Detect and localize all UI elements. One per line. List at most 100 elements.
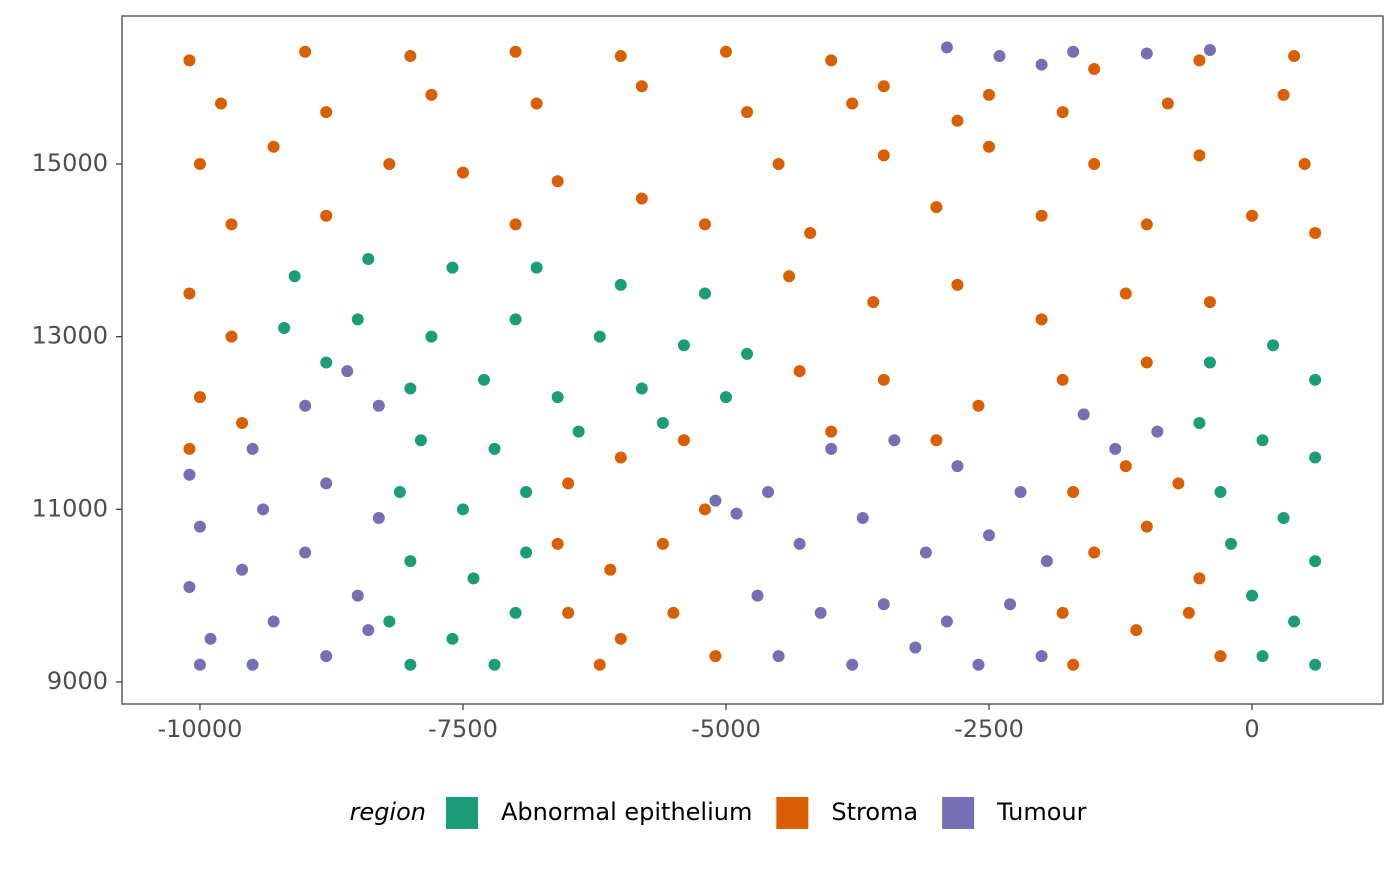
plot-panel xyxy=(121,15,1384,705)
point xyxy=(604,563,617,576)
point xyxy=(1161,97,1174,110)
point xyxy=(1119,460,1132,473)
legend: region Abnormal epithelium Stroma Tumour xyxy=(350,797,1087,829)
point xyxy=(825,442,838,455)
point xyxy=(1193,149,1206,162)
point xyxy=(225,218,238,231)
point xyxy=(1309,555,1322,568)
point xyxy=(372,511,385,524)
point xyxy=(1077,408,1090,421)
point xyxy=(814,606,827,619)
point xyxy=(1067,486,1080,499)
point xyxy=(193,391,206,404)
point xyxy=(267,140,280,153)
point xyxy=(983,88,996,101)
legend-swatch xyxy=(446,797,478,829)
point xyxy=(804,227,817,240)
point xyxy=(446,261,459,274)
point xyxy=(635,192,648,205)
point xyxy=(719,45,732,58)
point xyxy=(856,511,869,524)
point xyxy=(1014,486,1027,499)
point xyxy=(877,598,890,611)
point xyxy=(278,322,291,335)
point xyxy=(1035,58,1048,71)
y-tick-label: 11000 xyxy=(32,494,108,522)
point xyxy=(867,296,880,309)
x-tick-label: -10000 xyxy=(157,715,242,743)
point xyxy=(562,477,575,490)
point xyxy=(183,287,196,300)
point xyxy=(225,330,238,343)
point xyxy=(320,106,333,119)
point xyxy=(351,313,364,326)
point xyxy=(1277,88,1290,101)
point xyxy=(351,589,364,602)
point xyxy=(478,373,491,386)
point xyxy=(951,460,964,473)
point xyxy=(793,365,806,378)
point xyxy=(425,330,438,343)
point xyxy=(446,632,459,645)
point xyxy=(1309,227,1322,240)
point xyxy=(698,218,711,231)
point xyxy=(709,650,722,663)
point xyxy=(404,50,417,63)
point xyxy=(677,434,690,447)
point xyxy=(320,650,333,663)
point xyxy=(257,503,270,516)
point xyxy=(614,632,627,645)
point xyxy=(656,537,669,550)
point xyxy=(1088,63,1101,76)
point xyxy=(983,140,996,153)
point xyxy=(951,114,964,127)
point xyxy=(509,313,522,326)
point xyxy=(1309,658,1322,671)
point xyxy=(1035,650,1048,663)
point xyxy=(825,425,838,438)
point xyxy=(930,434,943,447)
point xyxy=(1172,477,1185,490)
point xyxy=(741,106,754,119)
point xyxy=(1214,486,1227,499)
point xyxy=(1056,106,1069,119)
point xyxy=(1040,555,1053,568)
point xyxy=(551,391,564,404)
point xyxy=(1151,425,1164,438)
point xyxy=(183,468,196,481)
point xyxy=(204,632,217,645)
point xyxy=(1288,50,1301,63)
point xyxy=(320,477,333,490)
point xyxy=(741,347,754,360)
point xyxy=(1193,54,1206,67)
point xyxy=(698,503,711,516)
point xyxy=(1182,606,1195,619)
point xyxy=(246,442,259,455)
point xyxy=(320,356,333,369)
point xyxy=(1088,157,1101,170)
point xyxy=(1056,373,1069,386)
point xyxy=(520,486,533,499)
point xyxy=(762,486,775,499)
point xyxy=(888,434,901,447)
y-tick-label: 15000 xyxy=(32,149,108,177)
point xyxy=(1277,511,1290,524)
point xyxy=(1140,47,1153,60)
x-tick-label: -7500 xyxy=(428,715,498,743)
point xyxy=(772,157,785,170)
point xyxy=(530,97,543,110)
point xyxy=(614,278,627,291)
point xyxy=(1035,209,1048,222)
point xyxy=(520,546,533,559)
legend-swatch xyxy=(776,797,809,829)
point xyxy=(299,546,312,559)
point xyxy=(730,507,743,520)
point xyxy=(909,641,922,654)
point xyxy=(509,45,522,58)
point xyxy=(951,278,964,291)
point xyxy=(1119,287,1132,300)
point xyxy=(299,45,312,58)
point xyxy=(877,80,890,93)
point xyxy=(940,615,953,628)
